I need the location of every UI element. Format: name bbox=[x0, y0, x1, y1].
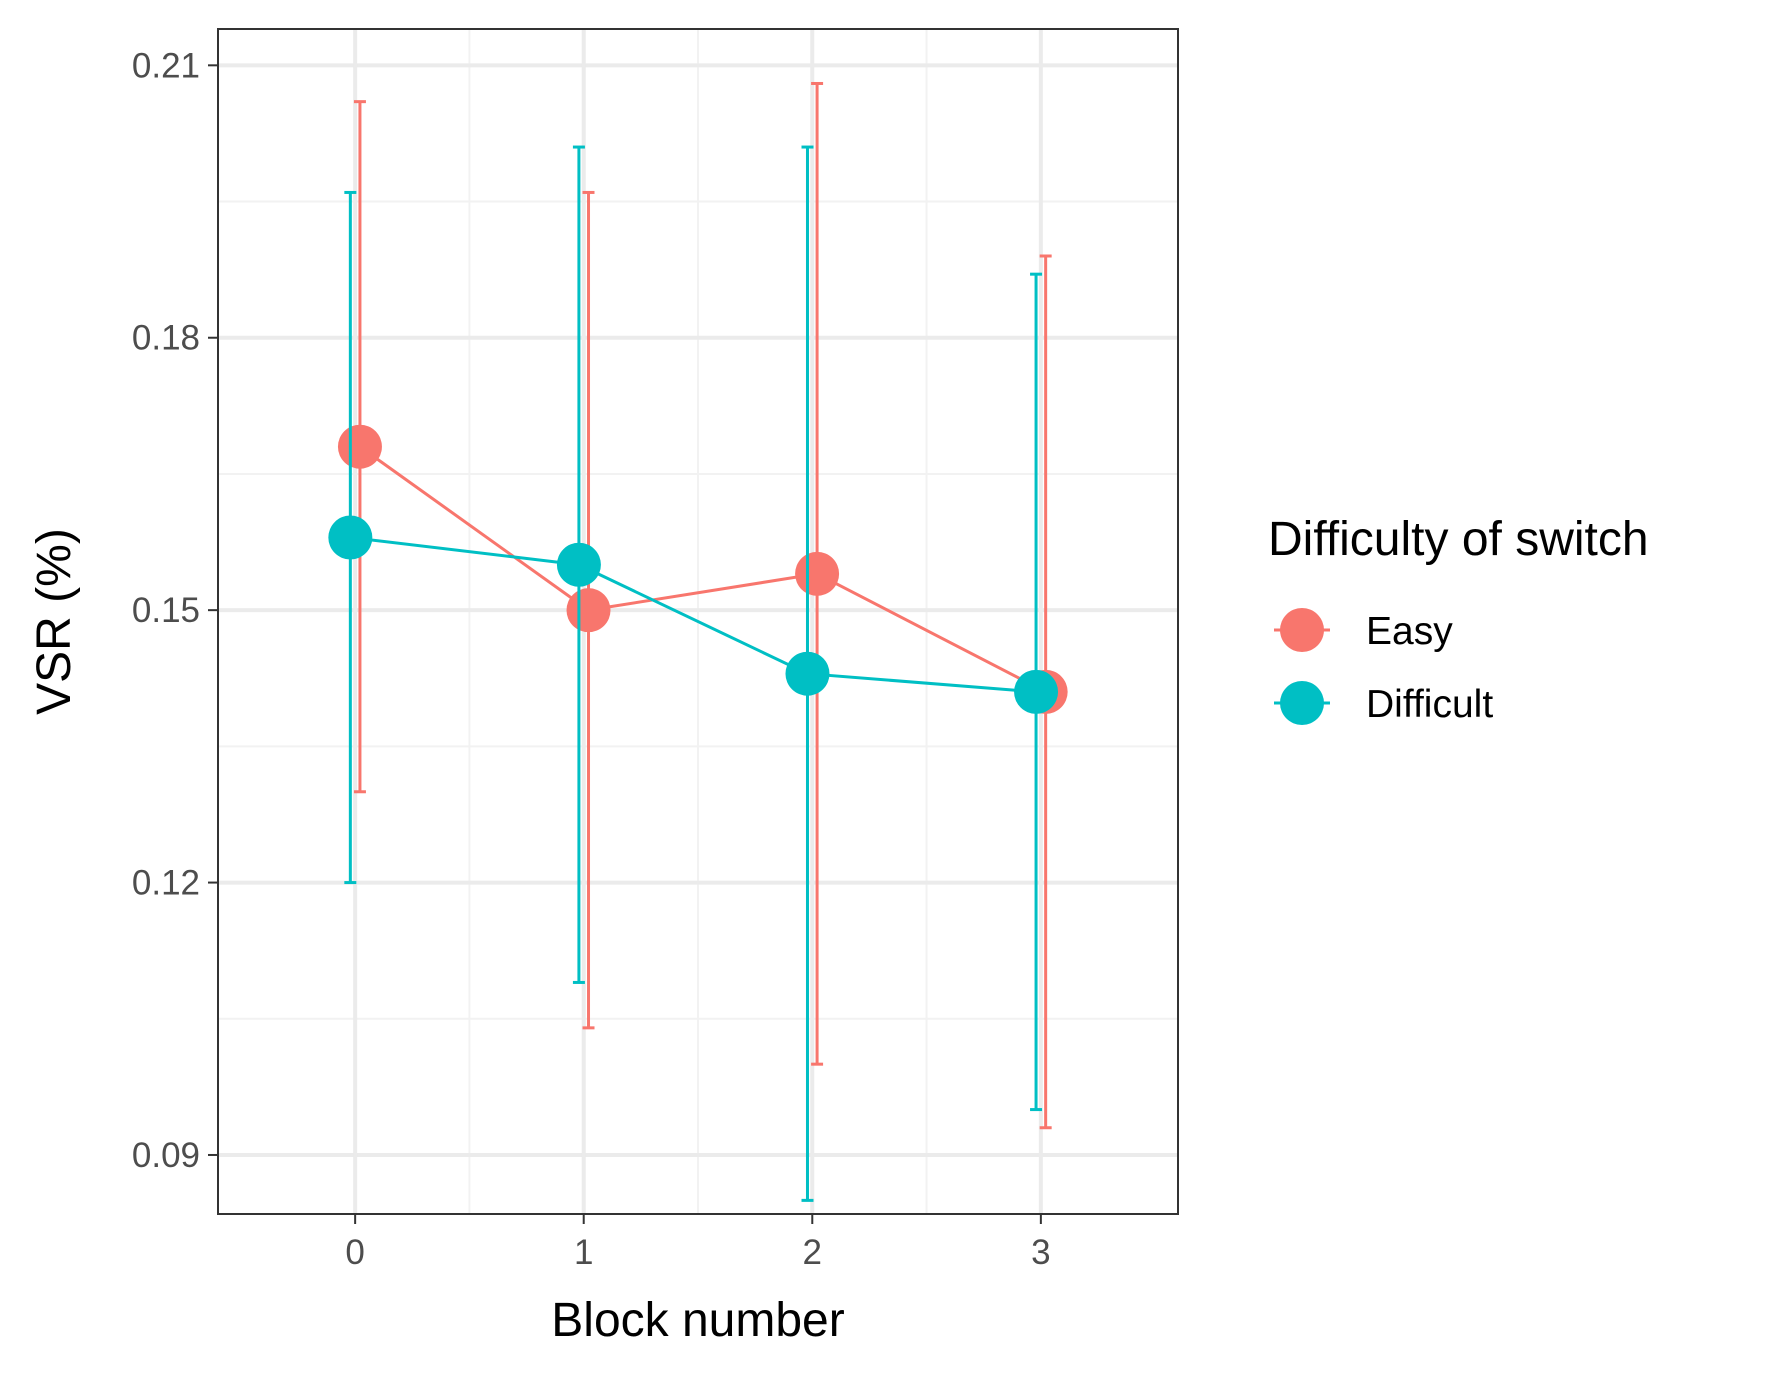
data-point bbox=[795, 551, 840, 596]
data-point bbox=[556, 542, 601, 587]
legend-key-difficult bbox=[1274, 681, 1330, 725]
x-tick-label: 0 bbox=[345, 1233, 364, 1272]
series-line bbox=[350, 536, 1037, 694]
y-axis-title: VSR (%) bbox=[28, 528, 81, 715]
legend: Difficulty of switch Easy Difficult bbox=[1268, 513, 1649, 726]
legend-key-point bbox=[1280, 681, 1324, 725]
legend-label-difficult: Difficult bbox=[1366, 683, 1493, 726]
x-tick-label: 3 bbox=[1031, 1233, 1050, 1272]
series-difficult bbox=[328, 145, 1059, 1202]
legend-label-easy: Easy bbox=[1366, 610, 1453, 653]
legend-key-easy bbox=[1274, 608, 1330, 652]
legend-title: Difficulty of switch bbox=[1268, 513, 1649, 566]
series-line bbox=[359, 445, 1047, 694]
plot-panel-border bbox=[217, 28, 1179, 1215]
data-point bbox=[785, 651, 830, 696]
x-tick-label: 1 bbox=[574, 1233, 593, 1272]
y-tick-label: 0.21 bbox=[132, 46, 200, 85]
y-tick-label: 0.09 bbox=[132, 1136, 200, 1175]
data-point bbox=[1014, 669, 1059, 714]
x-axis-title: Block number bbox=[551, 1294, 844, 1347]
y-tick-label: 0.12 bbox=[132, 864, 200, 903]
x-tick-label: 2 bbox=[803, 1233, 822, 1272]
axes: 0.09 0.12 0.15 0.18 0.21 0 1 2 3 bbox=[132, 46, 1051, 1272]
legend-key-point bbox=[1280, 608, 1324, 652]
y-tick-label: 0.15 bbox=[132, 591, 200, 630]
data-point bbox=[328, 515, 373, 560]
y-tick-label: 0.18 bbox=[132, 319, 200, 358]
data-point bbox=[566, 588, 611, 633]
series-layer bbox=[328, 81, 1068, 1202]
data-point bbox=[337, 424, 382, 469]
